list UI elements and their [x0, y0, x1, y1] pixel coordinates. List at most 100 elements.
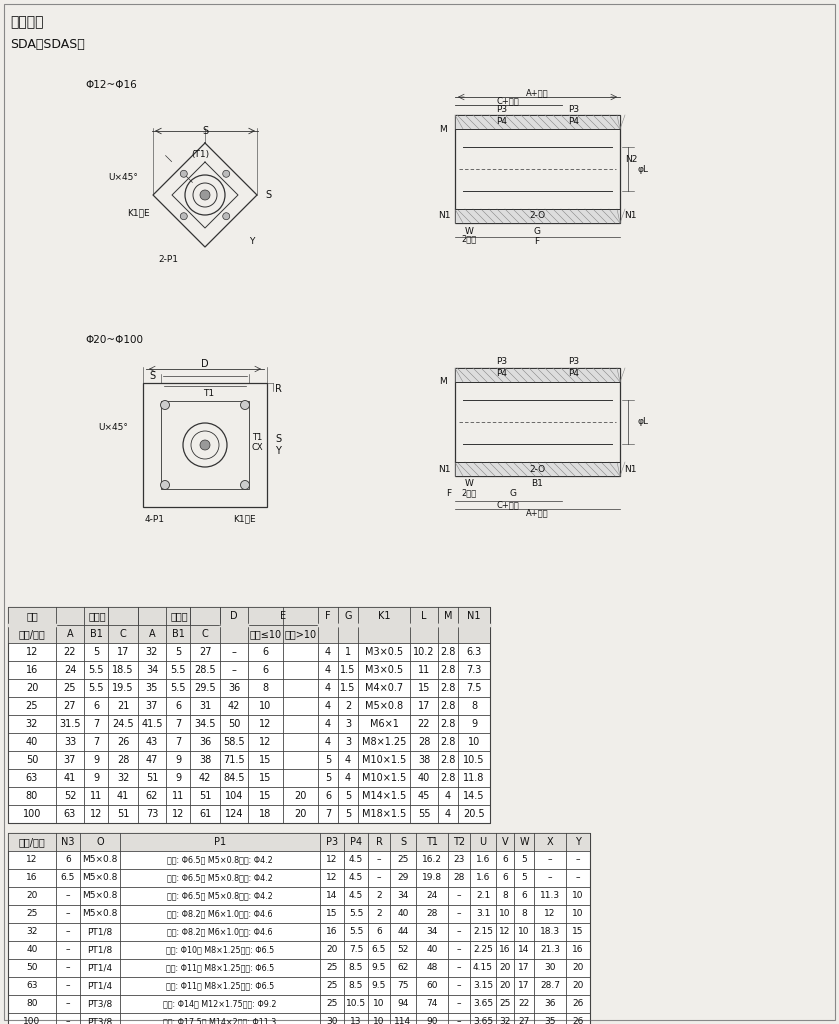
Text: 42: 42 — [199, 773, 211, 783]
Text: B1: B1 — [171, 629, 185, 639]
Text: 100: 100 — [23, 1018, 40, 1024]
Text: 31: 31 — [199, 701, 211, 711]
Text: 4: 4 — [345, 773, 351, 783]
Text: 34: 34 — [146, 665, 158, 675]
Text: 4: 4 — [325, 683, 331, 693]
Text: 双边: Φ11牙 M8×1.25通孔: Φ6.5: 双边: Φ11牙 M8×1.25通孔: Φ6.5 — [166, 964, 274, 973]
Text: 25: 25 — [398, 855, 409, 864]
Text: 37: 37 — [146, 701, 159, 711]
Text: M: M — [444, 611, 452, 621]
Text: 36: 36 — [545, 999, 555, 1009]
Text: 10.5: 10.5 — [346, 999, 366, 1009]
Text: 32: 32 — [26, 928, 38, 937]
Text: –: – — [65, 999, 70, 1009]
Text: –: – — [576, 855, 581, 864]
Text: 双边: Φ17.5牙 M14×2通孔: Φ11.3: 双边: Φ17.5牙 M14×2通孔: Φ11.3 — [164, 1018, 277, 1024]
Text: PT1/8: PT1/8 — [87, 945, 112, 954]
Text: M3×0.5: M3×0.5 — [365, 647, 403, 657]
Text: 安装尺寸: 安装尺寸 — [10, 15, 44, 29]
Text: –: – — [65, 1018, 70, 1024]
Text: 6: 6 — [263, 647, 268, 657]
Text: 双边: Φ6.5牙 M5×0.8通孔: Φ4.2: 双边: Φ6.5牙 M5×0.8通孔: Φ4.2 — [167, 855, 273, 864]
Text: T1: T1 — [203, 388, 215, 397]
Text: 30: 30 — [326, 1018, 338, 1024]
Text: –: – — [65, 945, 70, 954]
Text: C+行程: C+行程 — [497, 96, 519, 105]
Text: 10: 10 — [373, 999, 385, 1009]
Text: 50: 50 — [26, 964, 38, 973]
Text: –: – — [65, 909, 70, 919]
Text: 2.8: 2.8 — [440, 665, 456, 675]
Text: C+行程: C+行程 — [497, 501, 519, 510]
Text: U×45°: U×45° — [98, 423, 128, 431]
Text: 6: 6 — [502, 855, 508, 864]
Text: W: W — [465, 226, 473, 236]
Text: –: – — [377, 873, 381, 883]
Text: 2.8: 2.8 — [440, 755, 456, 765]
Circle shape — [241, 400, 249, 410]
Text: 4.15: 4.15 — [473, 964, 493, 973]
Text: 7.5: 7.5 — [349, 945, 363, 954]
Text: S: S — [202, 126, 208, 136]
Text: 8: 8 — [521, 909, 527, 919]
Text: G: G — [344, 611, 352, 621]
Text: –: – — [65, 928, 70, 937]
Bar — [8, 833, 590, 851]
Text: PT3/8: PT3/8 — [87, 999, 112, 1009]
Text: 12: 12 — [326, 873, 337, 883]
Text: 7: 7 — [325, 809, 331, 819]
Text: 40: 40 — [426, 945, 438, 954]
Text: 36: 36 — [228, 683, 240, 693]
Text: 14: 14 — [326, 892, 337, 900]
Text: 16.2: 16.2 — [422, 855, 442, 864]
Text: 11.8: 11.8 — [463, 773, 485, 783]
Text: S: S — [275, 434, 281, 444]
Text: B1: B1 — [90, 629, 102, 639]
Text: P1: P1 — [214, 837, 226, 847]
Text: 3.65: 3.65 — [473, 1018, 493, 1024]
Text: 1: 1 — [345, 647, 351, 657]
Text: 11: 11 — [90, 791, 102, 801]
Text: 双边: Φ10牙 M8×1.25通孔: Φ6.5: 双边: Φ10牙 M8×1.25通孔: Φ6.5 — [166, 945, 274, 954]
Text: 26: 26 — [117, 737, 129, 746]
Text: 26: 26 — [572, 1018, 584, 1024]
Text: φL: φL — [638, 418, 649, 427]
Text: 2.8: 2.8 — [440, 701, 456, 711]
Text: 100: 100 — [23, 809, 41, 819]
Text: M4×0.7: M4×0.7 — [365, 683, 403, 693]
Text: 4: 4 — [345, 755, 351, 765]
Text: N3: N3 — [61, 837, 75, 847]
Text: 3.15: 3.15 — [473, 981, 493, 990]
Text: 27: 27 — [519, 1018, 529, 1024]
Text: –: – — [456, 964, 461, 973]
Text: 2.8: 2.8 — [440, 647, 456, 657]
Text: 25: 25 — [326, 981, 337, 990]
Text: 2.8: 2.8 — [440, 773, 456, 783]
Text: R: R — [376, 837, 383, 847]
Text: 11: 11 — [172, 791, 184, 801]
Text: 25: 25 — [326, 964, 337, 973]
Text: 2.1: 2.1 — [476, 892, 490, 900]
Text: 6.5: 6.5 — [372, 945, 386, 954]
Text: PT1/4: PT1/4 — [87, 981, 112, 990]
Text: 5.5: 5.5 — [170, 683, 185, 693]
Text: 28: 28 — [418, 737, 430, 746]
Text: 47: 47 — [146, 755, 159, 765]
Text: P4: P4 — [496, 370, 507, 379]
Text: 2-P1: 2-P1 — [158, 255, 178, 263]
Text: 3: 3 — [345, 719, 351, 729]
Text: 10.5: 10.5 — [463, 755, 485, 765]
Text: 18: 18 — [259, 809, 272, 819]
Text: 6.3: 6.3 — [466, 647, 482, 657]
Text: –: – — [576, 873, 581, 883]
Text: 94: 94 — [398, 999, 409, 1009]
Text: PT3/8: PT3/8 — [87, 1018, 112, 1024]
Text: 20: 20 — [26, 892, 38, 900]
Text: K1深E: K1深E — [128, 209, 150, 217]
Text: 15: 15 — [259, 791, 272, 801]
Text: 4.5: 4.5 — [349, 873, 363, 883]
Text: 44: 44 — [398, 928, 409, 937]
Text: 34: 34 — [398, 892, 409, 900]
Text: 25: 25 — [326, 999, 337, 1009]
Text: 6.5: 6.5 — [60, 873, 76, 883]
